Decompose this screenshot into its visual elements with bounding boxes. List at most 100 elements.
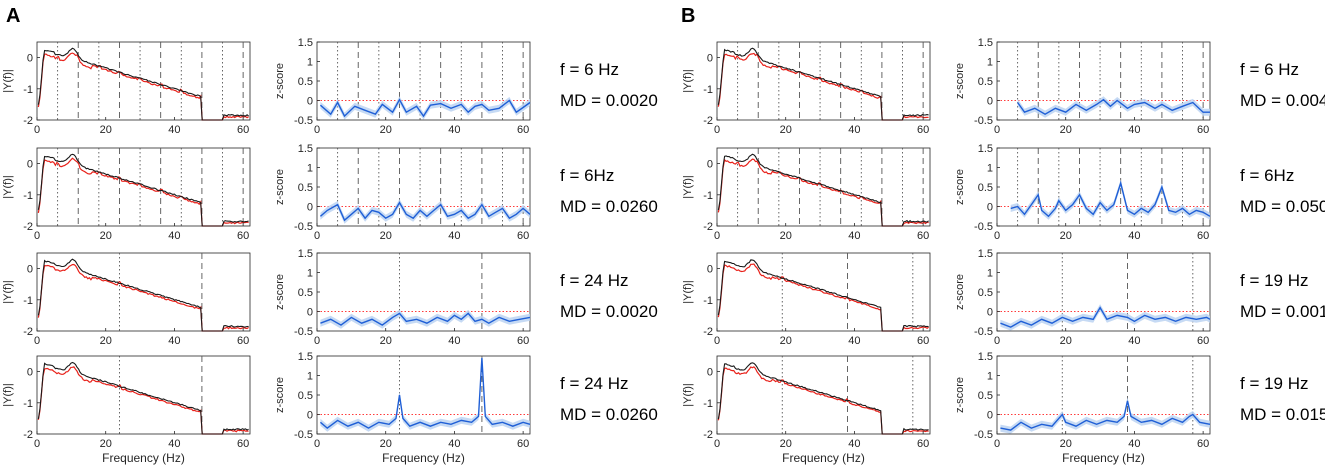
zscore-ytick-label: 1 — [307, 268, 313, 280]
zscore-xtick-label: 0 — [314, 438, 320, 450]
spectrum-xtick-label: 60 — [237, 124, 249, 136]
zscore-ytick-label: -0.5 — [294, 429, 313, 441]
spectrum-xtick-label: 20 — [100, 335, 112, 347]
zscore-series-line — [319, 201, 531, 222]
spectrum-xtick-label: 40 — [168, 124, 180, 136]
zscore-xtick-label: 40 — [1128, 230, 1140, 242]
zscore-series-line — [320, 312, 531, 326]
spectrum-xtick-label: 0 — [34, 124, 40, 136]
spectrum-ytick-label: -2 — [23, 326, 33, 338]
zscore-ytick-label: 1.5 — [978, 248, 993, 260]
spectrum-ylabel: |Y(f)| — [2, 175, 14, 198]
zscore-xtick-label: 40 — [1128, 124, 1140, 136]
zscore-xtick-label: 40 — [448, 438, 460, 450]
spectrum-ytick-label: -2 — [703, 429, 713, 441]
zscore-plot: 1.510.50-0.50 20 40 60z-score — [274, 248, 531, 347]
panel-label-a: A — [6, 5, 20, 27]
spectrum-ylabel: |Y(f)| — [682, 280, 694, 303]
zscore-confidence-band — [320, 199, 530, 224]
frequency-annotation: f = 19 Hz — [1240, 271, 1309, 290]
spectrum-plot: 0-1-20 20 40 60|Y(f)| — [2, 252, 251, 347]
zscore-ytick-label: 0 — [307, 202, 313, 214]
zscore-xtick-label: 0 — [994, 230, 1000, 242]
spectrum-xtick-label: 20 — [100, 230, 112, 242]
spectrum-ylabel: |Y(f)| — [2, 69, 14, 92]
subfigure-b-row-1: 0-1-20 20 40 60|Y(f)|1.510.50-0.50 20 40 60z-s… — [682, 37, 1325, 136]
zscore-ytick-label: -0.5 — [294, 221, 313, 233]
spectrum-ytick-label: 0 — [27, 53, 33, 65]
zscore-xtick-label: 0 — [994, 124, 1000, 136]
spectrum-xtick-label: 20 — [100, 124, 112, 136]
frequency-annotation: f = 24 Hz — [560, 374, 629, 393]
spectrum-ytick-label: 0 — [27, 159, 33, 171]
subfigure-b-row-3: 0-1-20 20 40 60|Y(f)|1.510.50-0.50 20 40 60z-s… — [682, 248, 1325, 347]
spectrum-ytick-label: 0 — [707, 264, 713, 276]
frequency-annotation: f = 6 Hz — [1240, 60, 1299, 79]
spectrum-ytick-label: -1 — [23, 295, 33, 307]
spectrum-ytick-label: -1 — [703, 84, 713, 96]
spectrum-ylabel: |Y(f)| — [682, 383, 694, 406]
zscore-ytick-label: -0.5 — [974, 221, 993, 233]
zscore-xtick-label: 20 — [1060, 335, 1072, 347]
zscore-xlabel: Frequency (Hz) — [1062, 451, 1145, 465]
zscore-xtick-label: 20 — [380, 230, 392, 242]
zscore-ytick-label: 0.5 — [978, 390, 993, 402]
zscore-ytick-label: 1 — [987, 57, 993, 69]
zscore-ytick-label: 1.5 — [298, 37, 313, 49]
spectrum-ytick-label: 0 — [27, 264, 33, 276]
zscore-xtick-label: 20 — [1060, 124, 1072, 136]
zscore-plot: 1.510.50-0.50 20 40 60z-score — [954, 37, 1211, 136]
zscore-ylabel: z-score — [954, 274, 966, 310]
spectrum-ylabel: |Y(f)| — [2, 280, 14, 303]
spectrum-ytick-label: -2 — [23, 221, 33, 233]
zscore-xtick-label: 0 — [314, 335, 320, 347]
spectrum-plot: 0-1-20 20 40 60|Y(f)| — [2, 147, 251, 242]
zscore-ytick-label: 0 — [987, 202, 993, 214]
zscore-xtick-label: 60 — [1197, 124, 1209, 136]
spectrum-axes-box — [36, 252, 251, 332]
zscore-ytick-label: 0 — [307, 307, 313, 319]
spectrum-xtick-label: 0 — [714, 335, 720, 347]
subfigure-a-row-1: 0-1-20 20 40 60|Y(f)|1.510.50-0.50 20 40 60z-s… — [2, 37, 658, 136]
zscore-xtick-label: 60 — [517, 335, 529, 347]
zscore-xtick-label: 20 — [380, 124, 392, 136]
zscore-ytick-label: -0.5 — [294, 326, 313, 338]
zscore-ylabel: z-score — [954, 377, 966, 413]
zscore-ytick-label: 0 — [987, 307, 993, 319]
zscore-xtick-label: 20 — [380, 335, 392, 347]
spectrum-xtick-label: 20 — [780, 335, 792, 347]
panel-label-b: B — [681, 5, 695, 27]
zscore-ylabel: z-score — [954, 169, 966, 205]
spectrum-xtick-label: 60 — [237, 230, 249, 242]
spectrum-xtick-label: 0 — [34, 438, 40, 450]
zscore-xtick-label: 0 — [314, 230, 320, 242]
spectrum-xtick-label: 20 — [780, 230, 792, 242]
subfigure-b-row-4: 0-1-20 20 40 60|Y(f)|Frequency (Hz)1.510.50… — [682, 351, 1325, 465]
zscore-ytick-label: -0.5 — [974, 115, 993, 127]
spectrum-plot: 0-1-20 20 40 60|Y(f)| — [682, 147, 931, 242]
zscore-xtick-label: 0 — [314, 124, 320, 136]
zscore-ytick-label: 1 — [307, 163, 313, 175]
subfigure-b-row-2: 0-1-20 20 40 60|Y(f)|1.510.50-0.50 20 40 60z-s… — [682, 143, 1325, 242]
spectrum-xtick-label: 60 — [917, 438, 929, 450]
spectrum-ytick-label: -1 — [23, 190, 33, 202]
md-annotation: MD = 0.0260 — [560, 405, 658, 424]
spectrum-ylabel: |Y(f)| — [682, 175, 694, 198]
spectrum-xtick-label: 0 — [714, 230, 720, 242]
spectrum-plot: 0-1-20 20 40 60|Y(f)|Frequency (Hz) — [682, 355, 931, 465]
zscore-plot: 1.510.50-0.50 20 40 60z-score — [954, 143, 1211, 242]
spectrum-ylabel: |Y(f)| — [682, 69, 694, 92]
spectrum-series-black — [717, 259, 929, 332]
spectrum-xtick-label: 60 — [237, 438, 249, 450]
spectrum-series-black — [717, 362, 929, 435]
zscore-xtick-label: 40 — [448, 230, 460, 242]
plot-grid: 0-1-20 20 40 60|Y(f)|1.510.50-0.50 20 40 60z-s… — [2, 37, 1325, 465]
spectrum-series-black — [37, 258, 249, 332]
subfigure-a-row-2: 0-1-20 20 40 60|Y(f)|1.510.50-0.50 20 40 60z-s… — [2, 143, 658, 242]
spectrum-ytick-label: -2 — [23, 115, 33, 127]
zscore-ytick-label: -0.5 — [974, 326, 993, 338]
zscore-ytick-label: 0.5 — [298, 76, 313, 88]
zscore-xtick-label: 40 — [1128, 438, 1140, 450]
zscore-ytick-label: 1 — [987, 268, 993, 280]
